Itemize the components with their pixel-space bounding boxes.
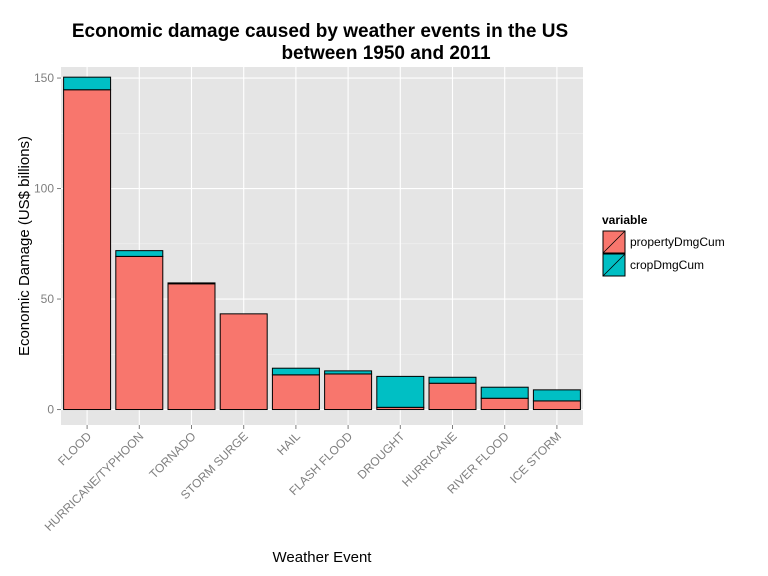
x-tick-label: ICE STORM (507, 429, 564, 486)
bar-segment-cropDmgCum (376, 375, 425, 408)
bar-segment-cropDmgCum (63, 76, 112, 91)
bars (63, 76, 581, 411)
bar-segment-cropDmgCum (480, 386, 529, 399)
y-tick-label: 50 (41, 292, 55, 306)
legend-label-propertyDmgCum: propertyDmgCum (630, 235, 725, 249)
x-tick-label: TORNADO (146, 429, 198, 481)
bar-segment-propertyDmgCum (480, 397, 529, 411)
bar-segment-cropDmgCum (167, 282, 216, 285)
y-axis-title: Economic Damage (US$ billions) (16, 136, 33, 356)
bar-segment-propertyDmgCum (219, 313, 268, 411)
y-tick-label: 150 (34, 71, 54, 85)
bar-segment-cropDmgCum (428, 376, 477, 384)
bar-segment-propertyDmgCum (63, 89, 112, 411)
bar-segment-cropDmgCum (324, 370, 373, 375)
bar-segment-propertyDmgCum (167, 283, 216, 411)
chart-title-line-2: between 1950 and 2011 (281, 43, 491, 64)
bar-segment-cropDmgCum (115, 250, 164, 257)
x-tick-label: HURRICANE/TYPHOON (42, 429, 147, 534)
bar-segment-propertyDmgCum (271, 374, 320, 411)
x-tick-label: FLOOD (55, 429, 94, 468)
legend: variable propertyDmgCum cropDmgCum (602, 213, 725, 277)
legend-key-slash (602, 253, 626, 277)
bar-segment-cropDmgCum (532, 389, 581, 402)
chart-title-line-1: Economic damage caused by weather events… (72, 21, 568, 42)
x-axis-title: Weather Event (273, 549, 373, 566)
legend-key-slash (602, 230, 626, 254)
bar-segment-propertyDmgCum (324, 373, 373, 411)
bar-segment-propertyDmgCum (428, 382, 477, 411)
y-tick-label: 0 (47, 403, 54, 417)
bar-segment-cropDmgCum (271, 367, 320, 376)
bar-segment-propertyDmgCum (532, 400, 581, 411)
x-tick-label: DROUGHT (355, 429, 408, 482)
legend-title: variable (602, 213, 648, 227)
x-tick-label: HAIL (274, 429, 303, 458)
bar-segment-propertyDmgCum (115, 255, 164, 411)
legend-label-cropDmgCum: cropDmgCum (630, 258, 704, 272)
y-axis-ticks: 0 50 100 150 (34, 71, 61, 417)
y-tick-label: 100 (34, 182, 54, 196)
